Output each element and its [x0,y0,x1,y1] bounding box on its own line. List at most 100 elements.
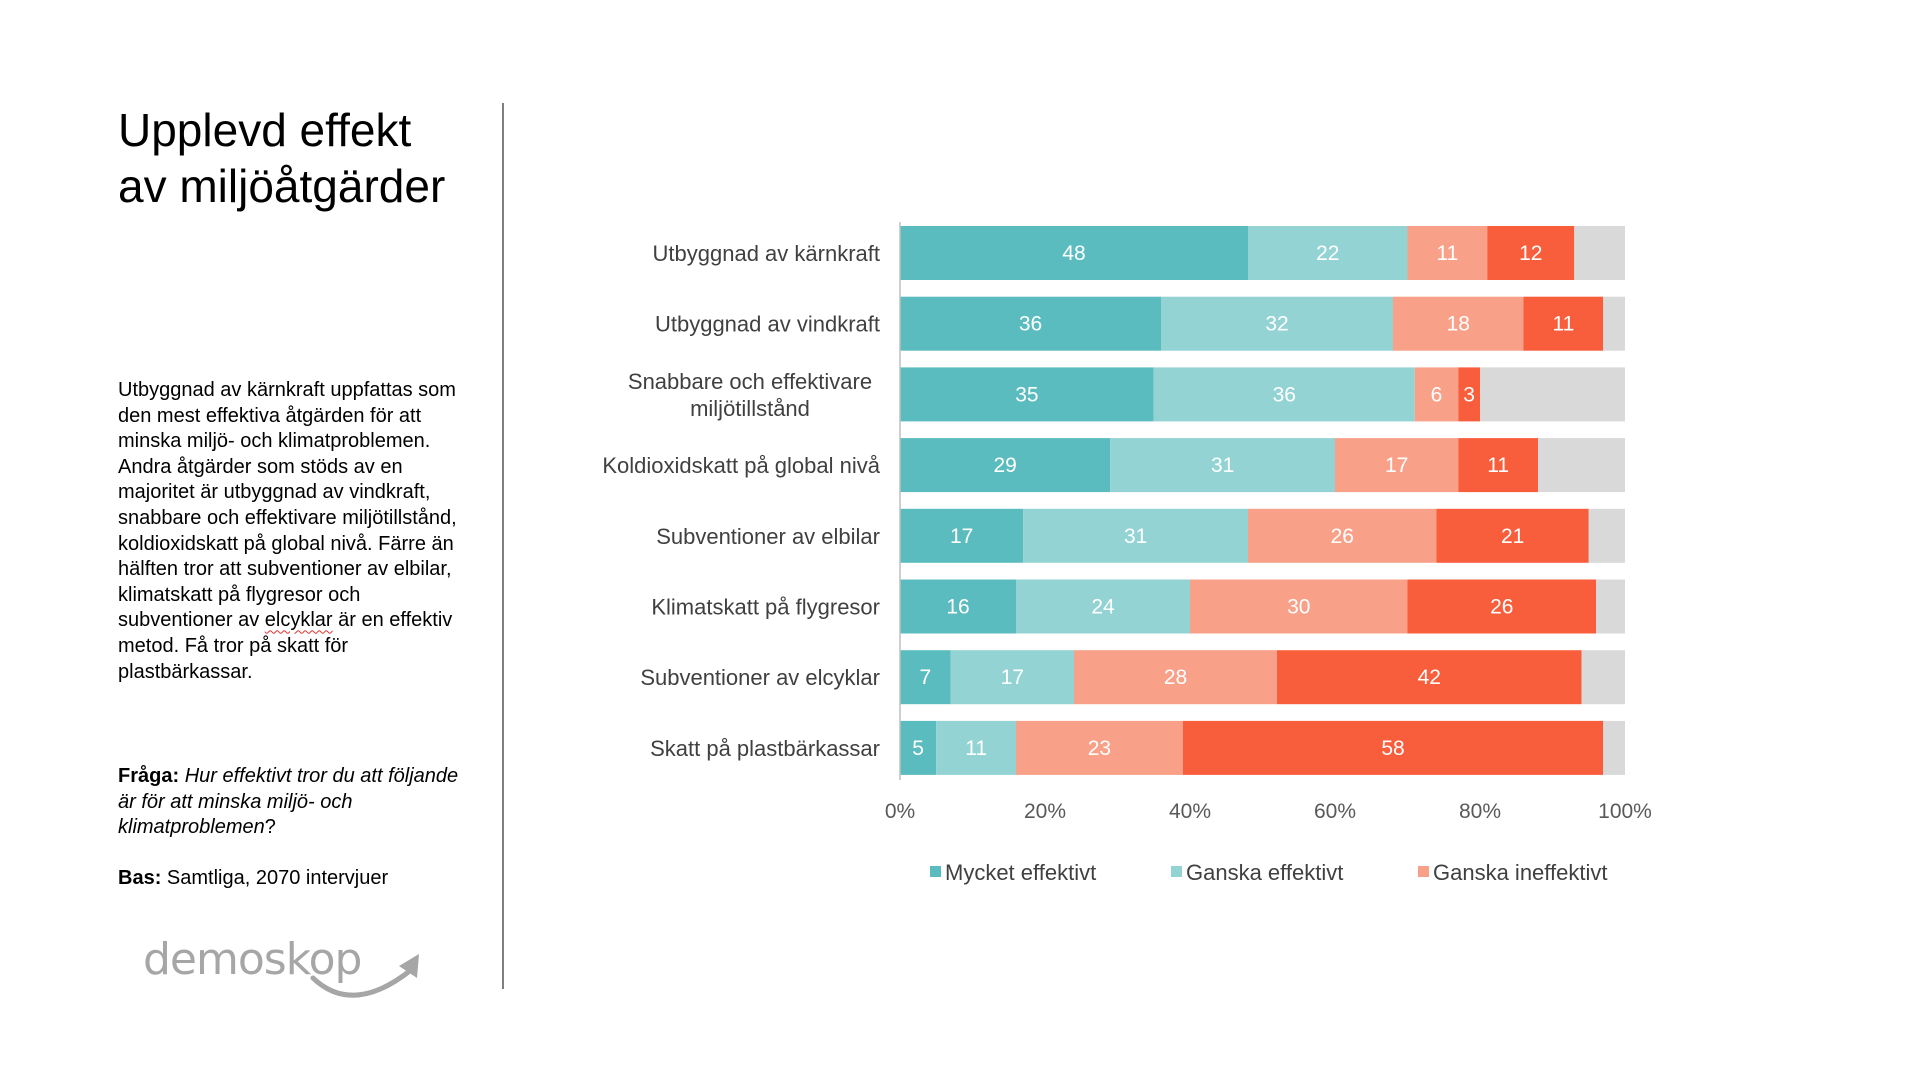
bar-segment [950,650,1074,705]
bar-value-label: 7 [920,666,932,689]
bar-segment [1581,650,1625,705]
bar-segment [1277,650,1582,705]
bar-segment [1393,296,1524,351]
bar-row: 36 32 18 11 [900,296,1625,351]
bar-value-label: 29 [993,454,1016,477]
legend-label: Ganska effektivt [1186,860,1343,885]
bar-segment [900,438,1111,493]
bar-value-label: 17 [1385,454,1408,477]
question-end: ? [264,816,276,839]
bar-segment [1414,367,1459,422]
legend-label: Ganska ineffektivt [1433,860,1607,885]
bar-segment [1153,367,1415,422]
description-part-1: Utbyggnad av kärnkraft uppfattas som den… [118,379,457,632]
bar-segment [1248,226,1408,280]
category-label: Skatt på plastbärkassar [650,736,880,761]
bar-segment [900,650,951,705]
category-label: Utbyggnad av kärnkraft [653,241,880,266]
bar-value-label: 58 [1381,737,1404,760]
bar-row: 16 24 30 26 [900,579,1625,634]
x-tick-label: 40% [1169,800,1211,823]
title-line-1: Upplevd effekt [118,104,412,156]
legend-item: Mycket effektivt [930,860,1096,885]
bar-segment [1016,579,1190,634]
bar-segment [1458,438,1538,493]
bar-segment [1335,438,1459,493]
bar-row: 17 31 26 21 [900,508,1625,563]
bar-segment [936,720,1016,775]
base-value: Samtliga, 2070 intervjuer [161,867,389,889]
category-label-line: Klimatskatt på flygresor [651,595,880,620]
question-body: Hur effektivt tror du att följande är fö… [118,765,459,839]
base-label: Bas: [118,867,162,889]
bar-value-label: 16 [946,596,969,619]
page-title: Upplevd effekt av miljöåtgärder [118,102,445,214]
bar-segment [1190,579,1408,634]
bar-value-label: 31 [1124,525,1147,548]
bar-value-label: 22 [1316,242,1339,265]
bar-row: 48 22 11 12 [900,226,1625,280]
logo-arrow-icon [399,954,419,978]
x-tick-label: 20% [1024,800,1066,823]
bar-segment [900,367,1154,422]
bar-segment [1487,226,1575,280]
bar-row: 29 31 17 11 [900,438,1625,493]
x-tick-label: 80% [1459,800,1501,823]
bar-value-label: 11 [1487,454,1509,477]
bar-value-label: 36 [1019,313,1042,336]
bar-segment [1182,720,1604,775]
bar-value-label: 28 [1164,666,1187,689]
x-tick-label: 100% [1598,800,1652,823]
bar-segment [1110,438,1335,493]
bar-segment [1480,367,1625,422]
category-labels: Utbyggnad av kärnkraft Utbyggnad av vindk… [602,241,880,761]
chart-legend: Mycket effektivt Ganska effektivt Ganska i… [930,860,1607,885]
bar-segment [900,579,1016,634]
bar-value-label: 35 [1015,383,1038,406]
category-label-line: Subventioner av elbilar [656,524,880,549]
x-tick-label: 0% [885,800,915,823]
bar-segment [1436,508,1589,563]
bar-value-label: 48 [1062,242,1085,265]
category-label-line: Utbyggnad av kärnkraft [653,241,880,266]
bar-value-label: 36 [1273,383,1296,406]
category-label: Koldioxidskatt på global nivå [602,453,880,478]
bar-segment [900,508,1024,563]
bar-segment [1603,720,1625,775]
bar-value-label: 6 [1431,383,1443,406]
bar-value-label: 11 [1552,313,1574,336]
bar-value-label: 32 [1265,313,1288,336]
vertical-divider [502,103,504,989]
bar-value-label: 26 [1331,525,1354,548]
bar-segment [900,226,1248,280]
category-label: Klimatskatt på flygresor [651,595,880,620]
bar-value-label: 5 [912,737,924,760]
category-label: Subventioner av elbilar [656,524,880,549]
bar-value-label: 11 [1436,242,1458,265]
bar-segment [1523,296,1604,351]
bar-segment [1538,438,1625,493]
bar-row: 7 17 28 42 [900,650,1625,705]
category-label-line: Koldioxidskatt på global nivå [602,453,880,478]
legend-swatch [930,866,941,877]
x-tick-label: 60% [1314,800,1356,823]
bar-segment [1596,579,1625,634]
bar-value-label: 42 [1418,666,1441,689]
description-part-2: är en effektiv metod. Få tror på skatt f… [118,609,453,683]
legend-swatch [1171,866,1182,877]
logo-swoosh-icon [310,967,414,998]
bar-value-label: 31 [1211,454,1234,477]
bar-segment [1407,226,1488,280]
bar-segment [1161,296,1393,351]
category-label-line: Skatt på plastbärkassar [650,736,880,761]
bar-segment [900,296,1161,351]
bar-segment [1574,226,1625,280]
bar-segment [1603,296,1625,351]
bar-segment [1407,579,1596,634]
base-text: Bas: Samtliga, 2070 intervjuer [118,866,388,892]
bar-value-label: 18 [1447,313,1470,336]
bar-value-label: 23 [1088,737,1111,760]
logo-text: demoskop [143,934,361,985]
category-label: Subventioner av elcyklar [640,665,880,690]
